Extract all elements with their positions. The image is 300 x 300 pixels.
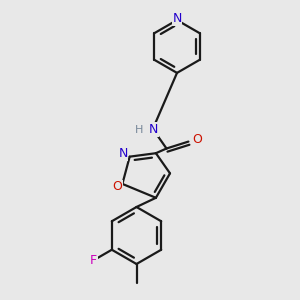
Text: O: O xyxy=(192,133,202,146)
Text: H: H xyxy=(135,124,143,135)
Text: F: F xyxy=(90,254,97,268)
Text: O: O xyxy=(112,180,122,194)
Text: N: N xyxy=(149,123,159,136)
Text: N: N xyxy=(172,12,182,25)
Text: N: N xyxy=(118,147,128,160)
